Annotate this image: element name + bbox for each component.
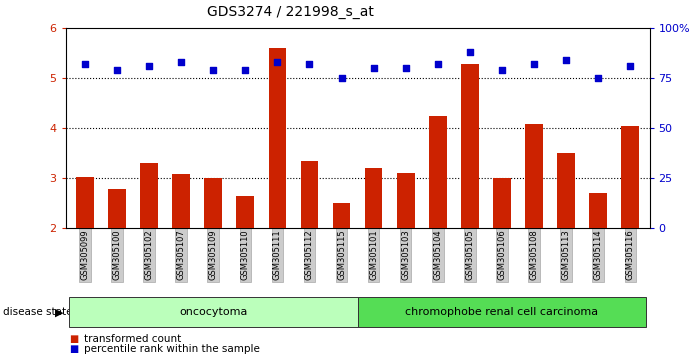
Bar bbox=[429, 116, 446, 228]
Point bbox=[304, 62, 315, 67]
Point bbox=[496, 68, 507, 73]
Bar bbox=[365, 169, 382, 228]
Point bbox=[560, 57, 571, 63]
Bar bbox=[333, 203, 350, 228]
Text: percentile rank within the sample: percentile rank within the sample bbox=[84, 344, 260, 354]
Point bbox=[144, 63, 155, 69]
Text: disease state: disease state bbox=[3, 307, 73, 318]
Bar bbox=[205, 178, 222, 228]
Point bbox=[176, 59, 187, 65]
Bar bbox=[301, 161, 319, 228]
Bar bbox=[140, 163, 158, 228]
Point bbox=[625, 63, 636, 69]
Point bbox=[336, 75, 347, 81]
Point bbox=[433, 62, 444, 67]
Text: ▶: ▶ bbox=[55, 307, 64, 318]
Text: chromophobe renal cell carcinoma: chromophobe renal cell carcinoma bbox=[406, 307, 598, 318]
Bar bbox=[76, 177, 94, 228]
Bar bbox=[621, 126, 639, 228]
Bar bbox=[493, 178, 511, 228]
Bar bbox=[558, 153, 575, 228]
Point bbox=[464, 50, 475, 55]
Point bbox=[529, 62, 540, 67]
Bar bbox=[397, 173, 415, 228]
Bar bbox=[461, 64, 479, 228]
Point bbox=[593, 75, 604, 81]
Point bbox=[111, 68, 122, 73]
Point bbox=[400, 65, 411, 71]
Text: transformed count: transformed count bbox=[84, 334, 181, 344]
Bar bbox=[236, 196, 254, 228]
Point bbox=[79, 62, 91, 67]
Point bbox=[240, 68, 251, 73]
Point bbox=[272, 59, 283, 65]
Bar bbox=[108, 189, 126, 228]
Point bbox=[208, 68, 219, 73]
Text: ■: ■ bbox=[69, 334, 78, 344]
Bar bbox=[525, 124, 543, 228]
Text: GDS3274 / 221998_s_at: GDS3274 / 221998_s_at bbox=[207, 5, 374, 19]
Bar bbox=[172, 174, 190, 228]
Text: ■: ■ bbox=[69, 344, 78, 354]
Bar bbox=[269, 48, 286, 228]
Bar bbox=[589, 193, 607, 228]
Point bbox=[368, 65, 379, 71]
Text: oncocytoma: oncocytoma bbox=[179, 307, 247, 318]
